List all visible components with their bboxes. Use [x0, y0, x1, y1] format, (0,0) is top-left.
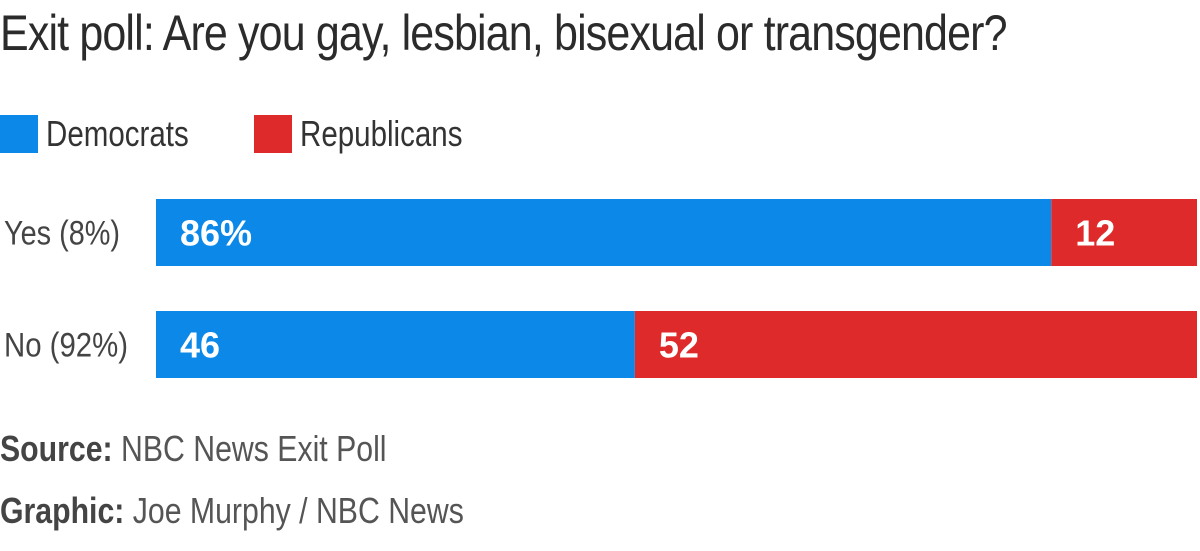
graphic-value: Joe Murphy / NBC News [132, 490, 464, 531]
data-label-republicans-yes: 12 [1075, 213, 1115, 254]
source-line: Source: NBC News Exit Poll [0, 428, 387, 470]
stacked-bar-chart: Yes (8%) 86% 12 No (92%) 46 52 [4, 199, 1197, 378]
legend-label-democrats: Democrats [46, 113, 189, 154]
category-label-yes: Yes (8%) [4, 215, 120, 253]
legend-item-republicans: Republicans [254, 113, 498, 155]
legend-swatch-republicans [254, 115, 293, 153]
legend-item-democrats: Democrats [0, 113, 220, 155]
legend-label-republicans: Republicans [300, 113, 463, 154]
bar-democrats-no [156, 311, 635, 378]
chart-legend: Democrats Republicans [0, 112, 532, 156]
legend-swatch-democrats [0, 115, 38, 153]
category-label-no: No (92%) [4, 327, 128, 365]
source-label: Source: [0, 428, 113, 469]
bar-republicans-no [634, 311, 1197, 378]
chart-title: Exit poll: Are you gay, lesbian, bisexua… [0, 5, 1008, 61]
bar-democrats-yes [156, 199, 1052, 266]
data-label-republicans-no: 52 [659, 325, 699, 366]
graphic-credit-line: Graphic: Joe Murphy / NBC News [0, 490, 464, 532]
source-value: NBC News Exit Poll [121, 428, 387, 469]
graphic-label: Graphic: [0, 490, 125, 531]
data-label-democrats-yes: 86% [180, 213, 252, 254]
bar-republicans-yes [1051, 199, 1197, 266]
data-label-democrats-no: 46 [180, 325, 220, 366]
